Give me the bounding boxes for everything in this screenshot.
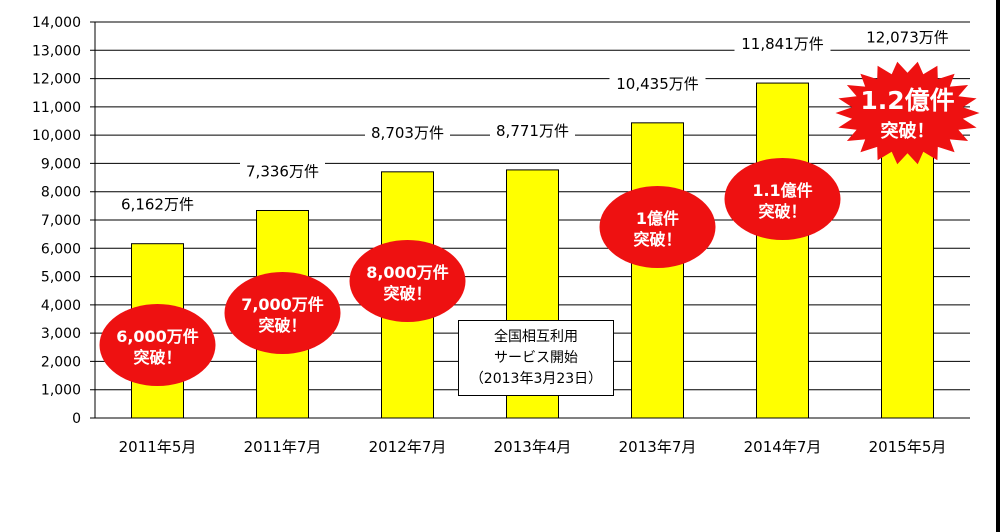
- value-label: 8,771万件: [496, 122, 569, 140]
- badge-line-2: 突破！: [383, 284, 431, 303]
- badge-line-1: 7,000万件: [241, 295, 324, 314]
- milestone-badge: [724, 158, 841, 240]
- value-label-backing: [859, 26, 956, 49]
- milestone-badge: [349, 240, 466, 322]
- right-border: [996, 0, 1000, 532]
- value-label: 8,703万件: [371, 124, 444, 142]
- y-tick-label: 8,000: [41, 185, 81, 201]
- x-tick-label: 2011年7月: [244, 438, 322, 456]
- value-label: 6,162万件: [121, 196, 194, 214]
- annotation-line-2: サービス開始: [494, 349, 578, 366]
- y-tick-label: 12,000: [32, 72, 81, 88]
- value-label-backing: [240, 160, 325, 183]
- y-tick-label: 4,000: [41, 298, 81, 314]
- value-label: 11,841万件: [741, 35, 824, 53]
- badge-line-1: 8,000万件: [366, 263, 449, 282]
- value-label-backing: [734, 33, 831, 56]
- annotation-line-1: 全国相互利用: [494, 328, 578, 345]
- annotation-line-3: （2013年3月23日）: [469, 370, 603, 387]
- milestone-badge: [99, 304, 216, 386]
- y-tick-label: 2,000: [41, 354, 81, 370]
- service-start-annotation: 全国相互利用 サービス開始 （2013年3月23日）: [458, 320, 614, 396]
- value-label-backing: [365, 121, 450, 144]
- y-tick-label: 5,000: [41, 270, 81, 286]
- y-tick-label: 0: [72, 411, 81, 427]
- badge-line-1: 1.2億件: [860, 86, 954, 115]
- y-tick-label: 6,000: [41, 241, 81, 257]
- milestone-badge: [224, 272, 341, 354]
- value-label: 12,073万件: [866, 29, 949, 47]
- y-tick-label: 9,000: [41, 156, 81, 172]
- badge-line-1: 1億件: [636, 209, 679, 228]
- bar: [631, 122, 684, 419]
- y-tick-label: 7,000: [41, 213, 81, 229]
- y-tick-label: 10,000: [32, 128, 81, 144]
- value-label: 10,435万件: [616, 75, 699, 93]
- badge-line-1: 6,000万件: [116, 327, 199, 346]
- x-tick-label: 2015年5月: [869, 438, 947, 456]
- badge-line-2: 突破！: [258, 316, 306, 335]
- y-tick-label: 1,000: [41, 383, 81, 399]
- badge-line-2: 突破！: [633, 230, 681, 249]
- milestone-burst-badge: [835, 61, 980, 165]
- value-label-backing: [115, 193, 200, 216]
- value-label-backing: [609, 72, 706, 95]
- value-label-backing: [490, 119, 575, 142]
- y-tick-label: 13,000: [32, 43, 81, 59]
- y-tick-label: 3,000: [41, 326, 81, 342]
- x-tick-label: 2012年7月: [369, 438, 447, 456]
- value-label: 7,336万件: [246, 162, 319, 180]
- bar: [756, 82, 809, 419]
- badge-line-2: 突破！: [133, 348, 181, 367]
- x-tick-label: 2013年7月: [619, 438, 697, 456]
- y-tick-label: 14,000: [32, 15, 81, 31]
- milestone-badge: [599, 186, 716, 268]
- badge-line-2: 突破！: [758, 202, 806, 221]
- x-tick-label: 2013年4月: [494, 438, 572, 456]
- badge-line-1: 1.1億件: [752, 181, 812, 200]
- x-tick-label: 2011年5月: [119, 438, 197, 456]
- badge-line-2: 突破！: [881, 120, 935, 142]
- y-tick-label: 11,000: [32, 100, 81, 116]
- x-tick-label: 2014年7月: [744, 438, 822, 456]
